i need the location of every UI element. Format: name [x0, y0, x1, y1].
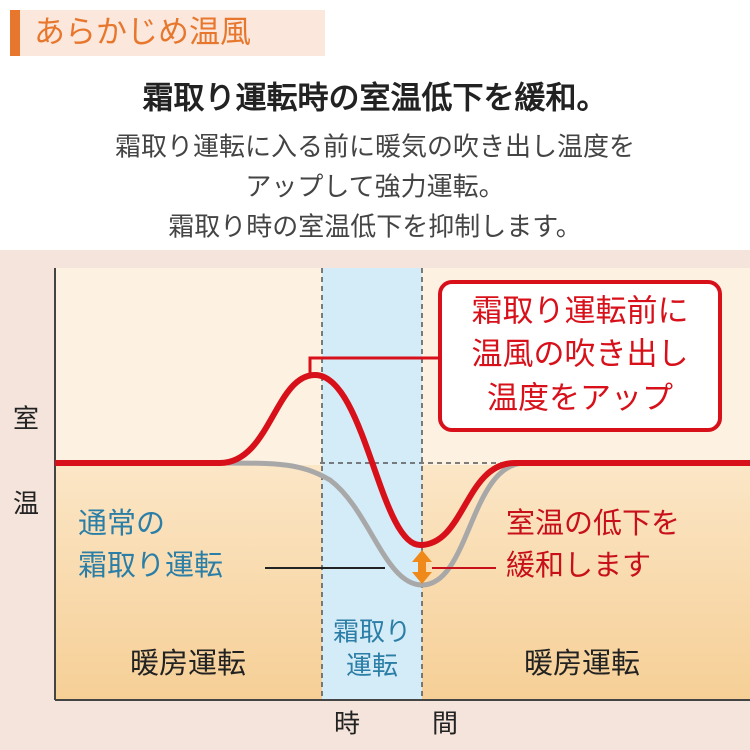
y-axis-label: 室 [13, 405, 39, 435]
difference-arrow [412, 550, 432, 584]
x-axis-label: 間 [432, 710, 458, 740]
y-axis-label: 温 [13, 490, 39, 520]
tag: あらかじめ温風 [34, 15, 251, 51]
improved-label: 室温の低下を [506, 506, 680, 540]
callout-text: 温度をアップ [487, 381, 673, 417]
normal-label: 通常の [78, 506, 165, 540]
normal-label: 霜取り運転 [78, 548, 223, 582]
phase-label: 暖房運転 [524, 646, 640, 680]
improved-label: 緩和します [506, 548, 651, 582]
x-axis-label: 時 [334, 710, 360, 740]
callout-text: 温風の吹き出し [472, 337, 689, 373]
tag-bg [20, 10, 325, 56]
phase-label: 暖房運転 [130, 646, 246, 680]
description: 霜取り運転に入る前に暖気の吹き出し温度を [115, 133, 635, 163]
improved-curve [55, 371, 750, 549]
phase-label: 運転 [346, 652, 398, 682]
title: 霜取り運転時の室温低下を緩和。 [143, 81, 608, 117]
description: アップして強力運転。 [245, 173, 504, 203]
callout-text: 霜取り運転前に [472, 294, 689, 330]
tag-bar [10, 10, 20, 56]
description: 霜取り時の室温低下を抑制します。 [168, 213, 581, 243]
callout-line [308, 356, 440, 375]
callout-box [438, 280, 722, 432]
phase-label: 霜取り [333, 618, 411, 648]
normal-curve [219, 460, 526, 588]
defrost-band [322, 268, 422, 700]
